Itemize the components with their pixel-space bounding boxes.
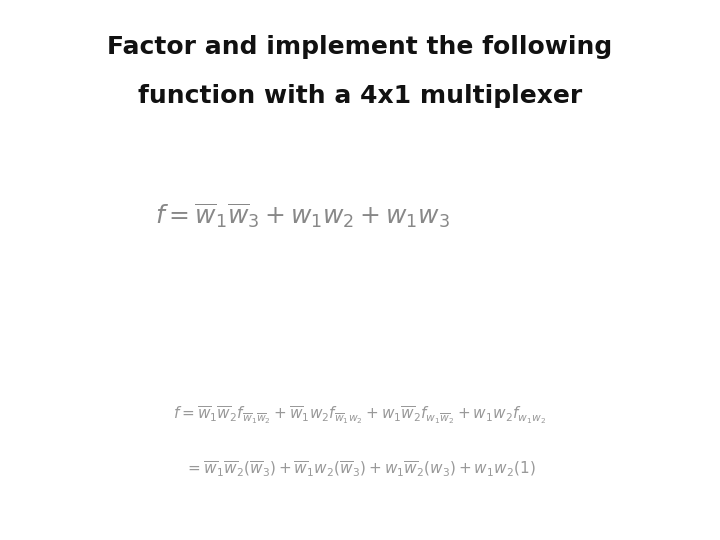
Text: $= \overline{w}_1\overline{w}_2(\overline{w}_3) + \overline{w}_1 w_2(\overline{w: $= \overline{w}_1\overline{w}_2(\overlin… xyxy=(185,460,535,480)
Text: Factor and implement the following: Factor and implement the following xyxy=(107,35,613,59)
Text: function with a 4x1 multiplexer: function with a 4x1 multiplexer xyxy=(138,84,582,107)
Text: $f = \overline{w}_1\overline{w}_2 f_{\overline{w}_1\overline{w}_2} + \overline{w: $f = \overline{w}_1\overline{w}_2 f_{\ov… xyxy=(174,405,546,427)
Text: $f = \overline{w}_1\overline{w}_3 + w_1w_2 + w_1w_3$: $f = \overline{w}_1\overline{w}_3 + w_1w… xyxy=(155,202,450,230)
